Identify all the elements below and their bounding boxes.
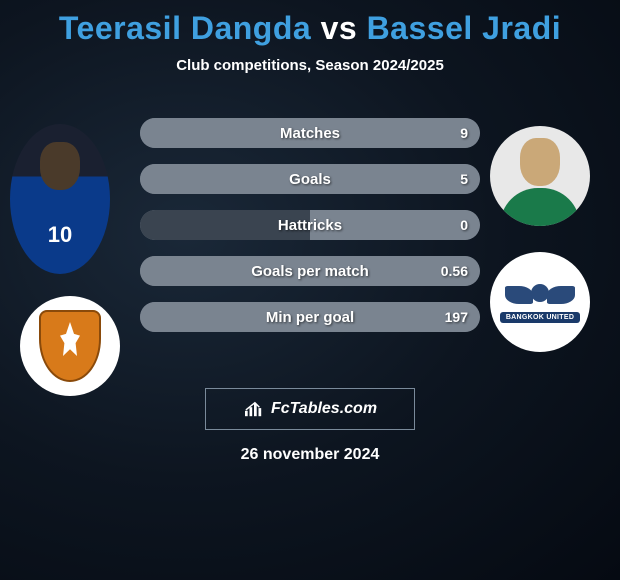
date-text: 26 november 2024	[0, 446, 620, 464]
stat-value-right: 197	[445, 302, 468, 332]
club2-name: BANGKOK UNITED	[500, 312, 580, 323]
stat-value-right: 9	[460, 118, 468, 148]
stat-value-right: 0	[460, 210, 468, 240]
stat-label: Hattricks	[140, 210, 480, 240]
club1-shield-icon	[39, 310, 101, 382]
title-player1: Teerasil Dangda	[59, 10, 311, 46]
player2-avatar	[490, 126, 590, 226]
brand-box: FcTables.com	[205, 388, 415, 430]
stat-label: Min per goal	[140, 302, 480, 332]
stat-row: Min per goal197	[140, 302, 480, 332]
stat-label: Matches	[140, 118, 480, 148]
club2-wings-icon	[505, 282, 575, 310]
stat-bars: Matches9Goals5Hattricks0Goals per match0…	[140, 118, 480, 348]
title-vs: vs	[321, 10, 358, 46]
subtitle: Club competitions, Season 2024/2025	[0, 57, 620, 74]
chart-icon	[243, 400, 265, 418]
stat-value-right: 5	[460, 164, 468, 194]
title-player2: Bassel Jradi	[367, 10, 562, 46]
stat-row: Goals5	[140, 164, 480, 194]
content-root: Teerasil Dangda vs Bassel Jradi Club com…	[0, 0, 620, 580]
stat-label: Goals	[140, 164, 480, 194]
player2-club-badge: BANGKOK UNITED	[490, 252, 590, 352]
stat-label: Goals per match	[140, 256, 480, 286]
stat-row: Matches9	[140, 118, 480, 148]
player1-avatar	[10, 124, 110, 274]
stat-row: Hattricks0	[140, 210, 480, 240]
page-title: Teerasil Dangda vs Bassel Jradi	[0, 0, 620, 47]
stat-row: Goals per match0.56	[140, 256, 480, 286]
brand-text: FcTables.com	[271, 400, 377, 418]
stat-value-right: 0.56	[441, 256, 468, 286]
player1-club-badge	[20, 296, 120, 396]
